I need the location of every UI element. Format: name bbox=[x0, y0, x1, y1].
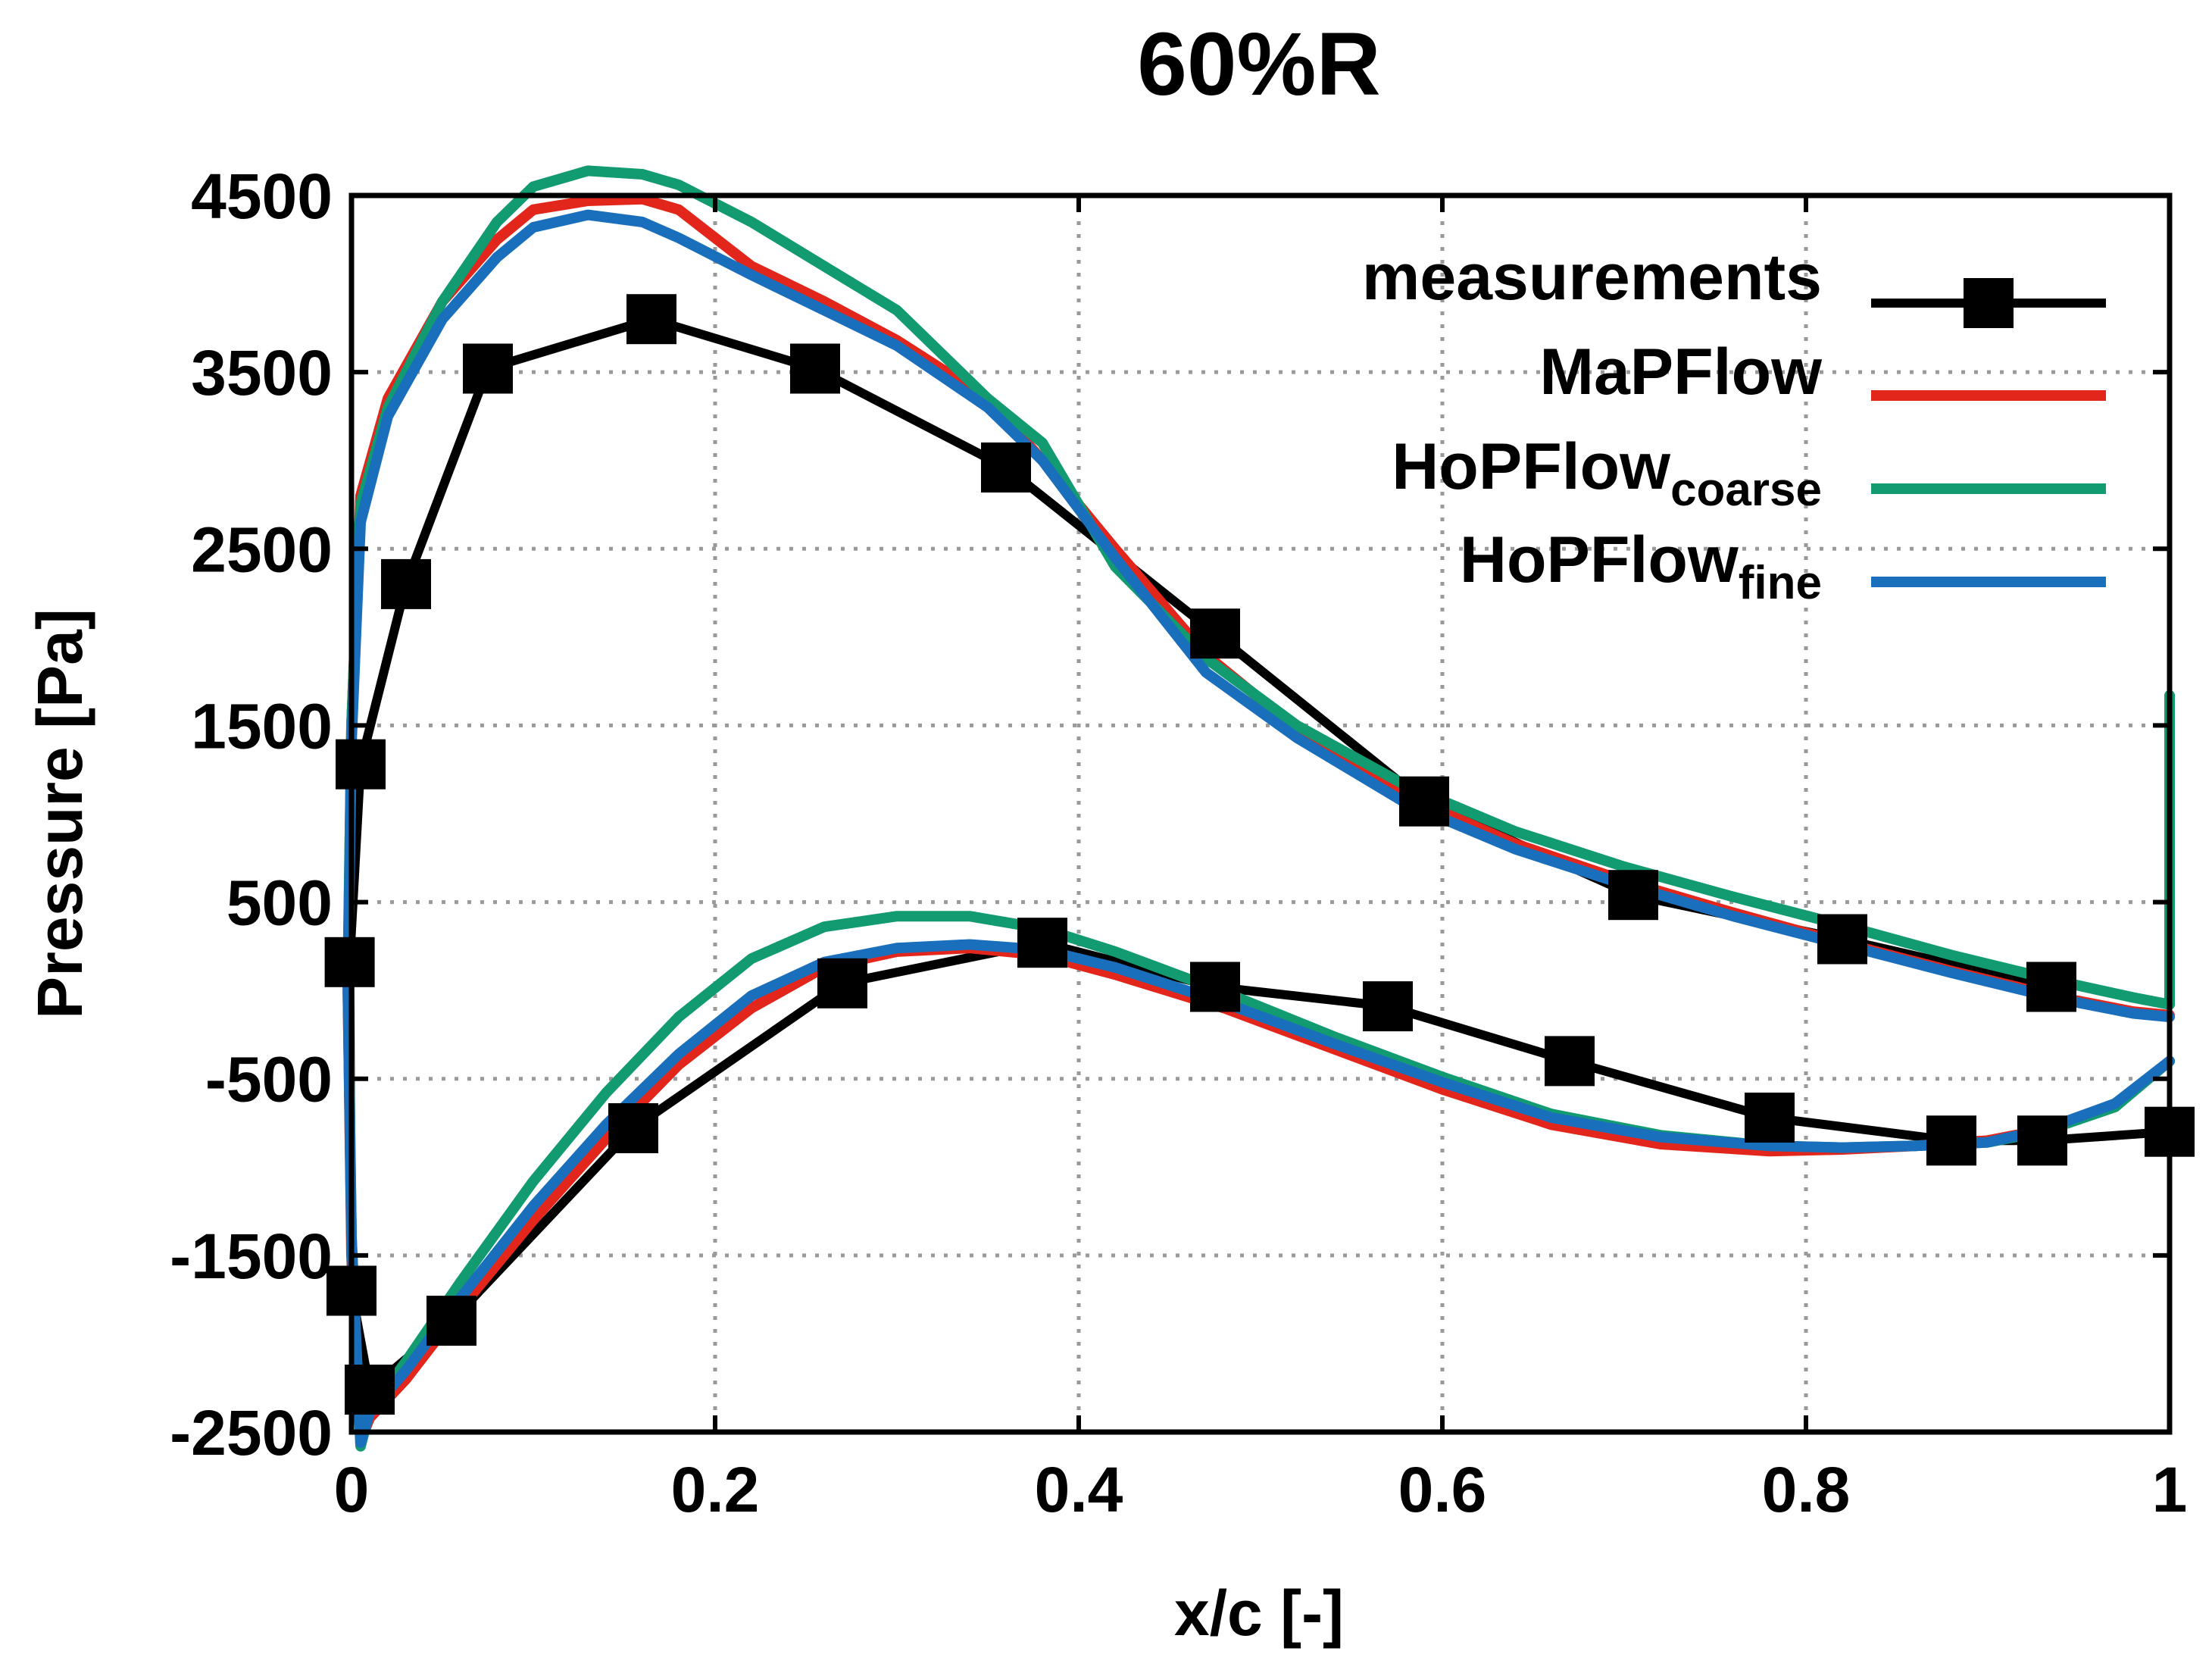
x-tick-label: 1 bbox=[2152, 1454, 2188, 1525]
data-point-measurements bbox=[1190, 608, 1240, 659]
x-tick-label: 0.2 bbox=[671, 1454, 760, 1525]
legend-label-measurements: measurements bbox=[1362, 241, 1822, 314]
data-point-measurements bbox=[608, 1103, 658, 1153]
y-tick-label: 1500 bbox=[191, 690, 333, 761]
grid bbox=[351, 193, 2170, 1432]
legend-entry-hopflow-coarse: HoPFlowcoarse bbox=[1392, 430, 2106, 516]
data-point-measurements bbox=[626, 294, 676, 345]
plot-frame bbox=[348, 192, 2173, 1435]
axis-ticks: 0 0.2 0.4 0.6 0.8 1 -2500 -1500 -500 500 1500 2500 3… bbox=[170, 161, 2187, 1525]
legend-marker-measurements bbox=[1964, 278, 2014, 328]
y-tick-label: 2500 bbox=[191, 514, 333, 585]
measurement-markers bbox=[324, 294, 2195, 1415]
data-point-measurements bbox=[817, 958, 867, 1008]
legend-label-hopflow-fine: HoPFlowfine bbox=[1460, 524, 1822, 609]
legend: measurements MaPFlow HoPFlowcoarse HoPFl… bbox=[1362, 241, 2106, 609]
x-tick-label: 0.8 bbox=[1762, 1454, 1851, 1525]
data-point-measurements bbox=[426, 1296, 476, 1346]
y-tick-label: -2500 bbox=[170, 1397, 333, 1468]
series-line-measurements bbox=[345, 314, 2174, 1394]
plot-series bbox=[342, 165, 2175, 1452]
y-tick-label: 4500 bbox=[191, 161, 333, 232]
y-tick-label: -500 bbox=[205, 1044, 333, 1115]
series-line-hopflow-coarse bbox=[342, 165, 2175, 1452]
data-point-measurements bbox=[2017, 1115, 2067, 1166]
x-axis-label: x/c [-] bbox=[1174, 1578, 1344, 1649]
data-point-measurements bbox=[1017, 918, 1067, 968]
data-point-measurements bbox=[1545, 1036, 1595, 1087]
data-point-measurements bbox=[1817, 914, 1867, 965]
data-point-measurements bbox=[790, 343, 840, 394]
data-point-measurements bbox=[1363, 981, 1413, 1032]
y-tick-label: -1500 bbox=[170, 1221, 333, 1292]
legend-entry-mapflow: MaPFlow bbox=[1539, 336, 2106, 408]
y-tick-label: 500 bbox=[227, 868, 333, 939]
x-tick-label: 0.4 bbox=[1035, 1454, 1123, 1525]
series-line-mapflow bbox=[342, 193, 2175, 1446]
data-point-measurements bbox=[1608, 870, 1658, 921]
data-point-measurements bbox=[1926, 1115, 1976, 1166]
data-point-measurements bbox=[463, 343, 513, 394]
y-tick-label: 3500 bbox=[191, 337, 333, 408]
data-point-measurements bbox=[2026, 962, 2076, 1012]
data-point-measurements bbox=[981, 442, 1031, 493]
chart-title: 60%R bbox=[1137, 14, 1380, 114]
legend-label-mapflow: MaPFlow bbox=[1539, 336, 1823, 408]
legend-entry-measurements: measurements bbox=[1362, 241, 2106, 328]
x-tick-label: 0.6 bbox=[1398, 1454, 1487, 1525]
legend-label-hopflow-coarse: HoPFlowcoarse bbox=[1392, 430, 1822, 516]
x-tick-label: 0 bbox=[334, 1454, 370, 1525]
legend-entry-hopflow-fine: HoPFlowfine bbox=[1460, 524, 2106, 609]
data-point-measurements bbox=[336, 739, 386, 790]
data-point-measurements bbox=[381, 558, 431, 609]
series-line-hopflow-fine bbox=[342, 209, 2175, 1448]
data-point-measurements bbox=[1745, 1093, 1795, 1143]
data-point-measurements bbox=[1190, 962, 1240, 1012]
data-point-measurements bbox=[1399, 776, 1449, 827]
y-axis-label: Pressure [Pa] bbox=[24, 608, 95, 1019]
